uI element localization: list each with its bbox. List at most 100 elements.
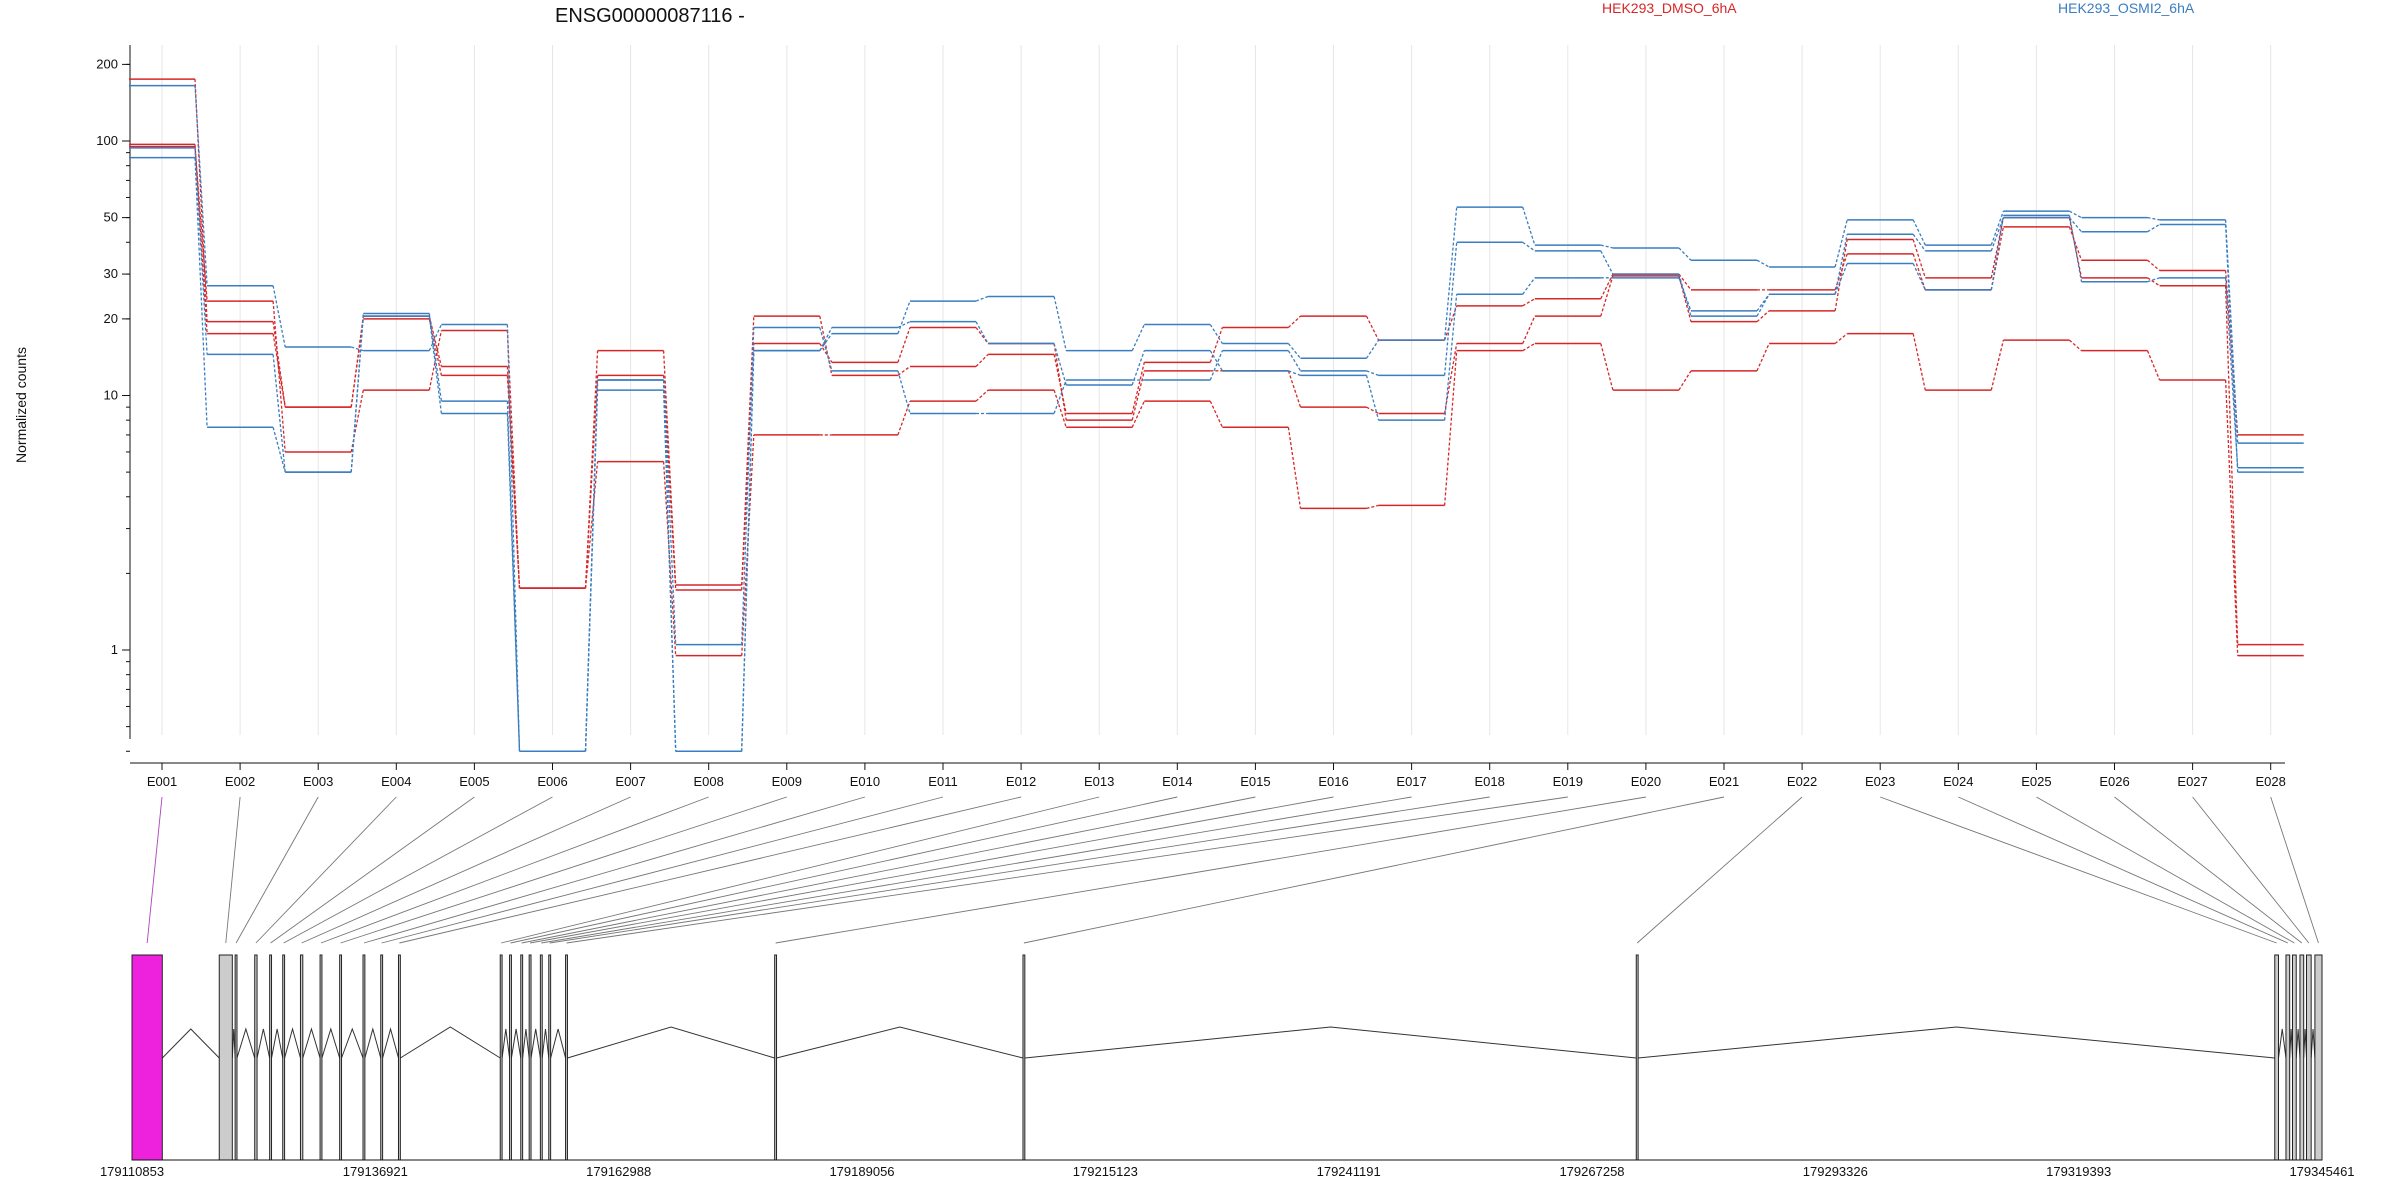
- series-0-connector-24: [2068, 226, 2083, 261]
- series-1-connector-25: [2147, 277, 2160, 287]
- intron-E027-E028: [2310, 1028, 2316, 1059]
- y-axis: 1 10 20 30 50 100 200: [96, 45, 131, 752]
- y-tick-label-30: 30: [104, 266, 118, 281]
- exon-box-E009: [339, 954, 343, 1161]
- series-5-connector-14: [1288, 370, 1301, 376]
- exon-link-E025: [2036, 796, 2295, 944]
- intron-E006-E007: [284, 1027, 301, 1059]
- series-0-connector-16: [1443, 305, 1458, 341]
- x-tick-label-E001: E001: [147, 774, 177, 789]
- exon-box-E017: [539, 954, 543, 1161]
- exon-link-E020: [775, 796, 1646, 944]
- series-0-connector-9: [897, 365, 911, 376]
- series-3-connector-17: [1522, 206, 1536, 246]
- x-tick-label-E019: E019: [1553, 774, 1583, 789]
- x-tick-label-E027: E027: [2177, 774, 2207, 789]
- series-1-connector-15: [1366, 406, 1379, 415]
- series-0-connector-13: [1209, 327, 1224, 363]
- series-4-connector-14: [1287, 350, 1302, 372]
- series-0-connector-12: [1131, 362, 1145, 414]
- x-tick-label-E024: E024: [1943, 774, 1973, 789]
- exon-link-E004: [255, 796, 397, 944]
- series-2-connector-11: [1053, 389, 1067, 428]
- exon-box-E019: [565, 954, 568, 1161]
- series-3-connector-25: [2147, 216, 2160, 221]
- series-5-connector-13: [1209, 350, 1223, 372]
- exon-box-E005: [269, 954, 273, 1161]
- series-4-connector-6: [662, 380, 677, 645]
- gene-axis-tick-label-3: 179189056: [829, 1164, 894, 1179]
- exon-box-E021: [1022, 954, 1026, 1161]
- series-2-connector-1: [272, 301, 286, 453]
- series-4-connector-25: [2147, 223, 2160, 233]
- x-tick-label-E015: E015: [1240, 774, 1270, 789]
- gene-axis-tick-label-6: 179267258: [1559, 1164, 1624, 1179]
- series-5-connector-6: [662, 380, 677, 752]
- exon-link-E003: [235, 796, 319, 944]
- exon-link-E015: [521, 796, 1256, 944]
- series-2-connector-15: [1366, 504, 1379, 510]
- exon-link-E023: [1880, 796, 2277, 944]
- exon-link-E017: [541, 796, 1412, 944]
- series-5-connector-1: [272, 427, 286, 473]
- series-0-connector-22: [1912, 253, 1926, 291]
- series-4-connector-26: [2224, 224, 2239, 473]
- intron-E007-E008: [302, 1027, 321, 1059]
- series-3-connector-23: [1990, 210, 2005, 246]
- series-5-HEK293_OSMI2_6hA: [129, 156, 2304, 753]
- intron-E001-E002: [161, 1028, 220, 1059]
- x-tick-label-E013: E013: [1084, 774, 1114, 789]
- exon-link-E009: [340, 796, 787, 944]
- series-4-connector-17: [1522, 241, 1536, 252]
- series-5-connector-4: [506, 413, 521, 752]
- intron-E005-E006: [271, 1028, 284, 1059]
- intron-E003-E004: [236, 1027, 256, 1059]
- grid-lines: [161, 45, 2272, 735]
- series-0-connector-3: [428, 316, 443, 367]
- gene-model: [131, 954, 2323, 1161]
- intron-E014-E015: [510, 1028, 522, 1059]
- exon-box-E003: [234, 954, 238, 1161]
- x-tick-label-E005: E005: [459, 774, 489, 789]
- series-2-connector-5: [584, 461, 599, 589]
- exon-box-E026: [2299, 954, 2305, 1161]
- x-tick-label-E025: E025: [2021, 774, 2051, 789]
- series-1-HEK293_DMSO_6hA: [129, 143, 2304, 646]
- gene-axis-tick-label-8: 179319393: [2046, 1164, 2111, 1179]
- intron-E023-E024: [2277, 1028, 2287, 1059]
- legend-osmi: HEK293_OSMI2_6hA: [2058, 0, 2195, 16]
- x-tick-label-E008: E008: [694, 774, 724, 789]
- series-4-connector-7: [741, 327, 755, 645]
- gene-axis-tick-label-0: 179110853: [100, 1164, 164, 1179]
- intron-E010-E011: [364, 1027, 382, 1059]
- series-5-connector-2: [350, 316, 364, 473]
- x-tick-label-E003: E003: [303, 774, 333, 789]
- series-3-connector-12: [1131, 324, 1145, 351]
- exon-box-E020: [774, 954, 778, 1161]
- exon-links: [146, 796, 2319, 944]
- intron-E008-E009: [321, 1027, 341, 1059]
- series-3-connector-16: [1443, 207, 1458, 341]
- series-3-connector-19: [1678, 247, 1692, 261]
- series-1-connector-12: [1131, 370, 1145, 421]
- exon-box-E010: [362, 954, 366, 1161]
- exon-link-E008: [320, 796, 709, 944]
- series-1-connector-14: [1287, 370, 1302, 408]
- series-3-connector-9: [897, 300, 911, 334]
- series-4-connector-22: [1912, 233, 1926, 252]
- exon-box-E006: [282, 954, 286, 1161]
- intron-E019-E020: [567, 1026, 775, 1059]
- series-5-connector-3: [428, 316, 443, 414]
- exon-box-E011: [380, 954, 384, 1161]
- series-0-connector-17: [1522, 298, 1536, 307]
- series-3-connector-15: [1365, 339, 1380, 359]
- series-1-connector-1: [272, 333, 286, 408]
- intron-E012-E013: [400, 1026, 501, 1059]
- exon-link-E027: [2192, 796, 2310, 944]
- series-0-connector-15: [1365, 315, 1380, 341]
- series-0-connector-6: [662, 350, 677, 586]
- x-tick-label-E007: E007: [615, 774, 645, 789]
- series-2-connector-18: [1600, 343, 1614, 391]
- series-4-connector-8: [819, 327, 833, 372]
- series-3-connector-0: [194, 85, 208, 286]
